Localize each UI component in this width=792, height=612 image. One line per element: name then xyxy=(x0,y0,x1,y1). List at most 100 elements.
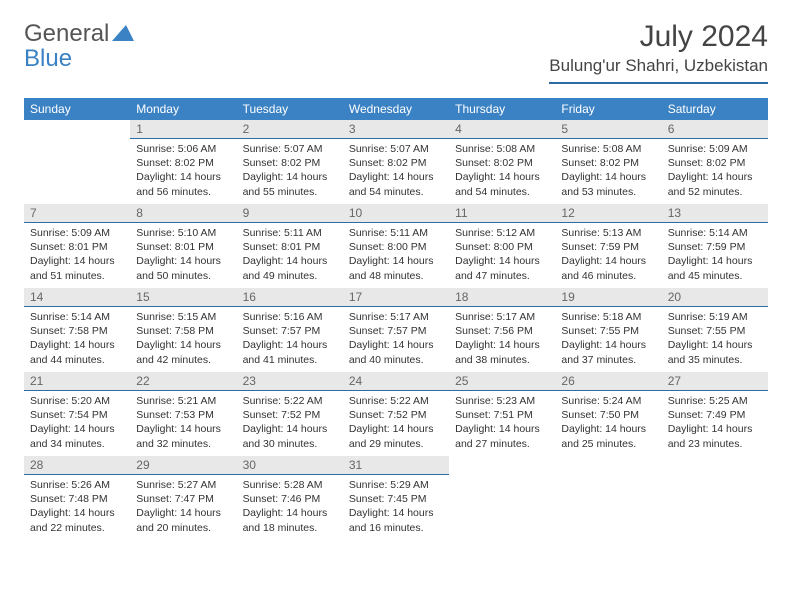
day-details: Sunrise: 5:17 AMSunset: 7:57 PMDaylight:… xyxy=(343,307,449,371)
logo-text-general: General xyxy=(24,20,109,48)
day-number: 13 xyxy=(662,204,768,223)
day-details: Sunrise: 5:11 AMSunset: 8:01 PMDaylight:… xyxy=(237,223,343,287)
day-details: Sunrise: 5:12 AMSunset: 8:00 PMDaylight:… xyxy=(449,223,555,287)
day-details: Sunrise: 5:22 AMSunset: 7:52 PMDaylight:… xyxy=(237,391,343,455)
calendar-day-cell xyxy=(449,456,555,540)
day-details: Sunrise: 5:23 AMSunset: 7:51 PMDaylight:… xyxy=(449,391,555,455)
day-number: 9 xyxy=(237,204,343,223)
calendar-week-row: 14Sunrise: 5:14 AMSunset: 7:58 PMDayligh… xyxy=(24,288,768,372)
day-details: Sunrise: 5:29 AMSunset: 7:45 PMDaylight:… xyxy=(343,475,449,539)
calendar-day-cell: 30Sunrise: 5:28 AMSunset: 7:46 PMDayligh… xyxy=(237,456,343,540)
day-details: Sunrise: 5:08 AMSunset: 8:02 PMDaylight:… xyxy=(555,139,661,203)
day-details: Sunrise: 5:21 AMSunset: 7:53 PMDaylight:… xyxy=(130,391,236,455)
logo: General xyxy=(24,20,134,48)
weekday-header: Wednesday xyxy=(343,98,449,120)
day-number: 25 xyxy=(449,372,555,391)
calendar-day-cell: 29Sunrise: 5:27 AMSunset: 7:47 PMDayligh… xyxy=(130,456,236,540)
weekday-header: Tuesday xyxy=(237,98,343,120)
day-number: 10 xyxy=(343,204,449,223)
day-number: 14 xyxy=(24,288,130,307)
day-details: Sunrise: 5:28 AMSunset: 7:46 PMDaylight:… xyxy=(237,475,343,539)
day-number: 23 xyxy=(237,372,343,391)
calendar-day-cell: 27Sunrise: 5:25 AMSunset: 7:49 PMDayligh… xyxy=(662,372,768,456)
logo-triangle-icon xyxy=(112,23,134,41)
day-details: Sunrise: 5:20 AMSunset: 7:54 PMDaylight:… xyxy=(24,391,130,455)
day-number: 1 xyxy=(130,120,236,139)
day-details: Sunrise: 5:07 AMSunset: 8:02 PMDaylight:… xyxy=(343,139,449,203)
calendar-day-cell: 24Sunrise: 5:22 AMSunset: 7:52 PMDayligh… xyxy=(343,372,449,456)
day-number: 15 xyxy=(130,288,236,307)
calendar-day-cell: 2Sunrise: 5:07 AMSunset: 8:02 PMDaylight… xyxy=(237,120,343,204)
calendar-day-cell xyxy=(555,456,661,540)
day-details: Sunrise: 5:09 AMSunset: 8:01 PMDaylight:… xyxy=(24,223,130,287)
day-number: 22 xyxy=(130,372,236,391)
calendar-day-cell: 12Sunrise: 5:13 AMSunset: 7:59 PMDayligh… xyxy=(555,204,661,288)
calendar-week-row: 21Sunrise: 5:20 AMSunset: 7:54 PMDayligh… xyxy=(24,372,768,456)
day-number: 24 xyxy=(343,372,449,391)
calendar-day-cell: 3Sunrise: 5:07 AMSunset: 8:02 PMDaylight… xyxy=(343,120,449,204)
day-details: Sunrise: 5:26 AMSunset: 7:48 PMDaylight:… xyxy=(24,475,130,539)
calendar-day-cell: 16Sunrise: 5:16 AMSunset: 7:57 PMDayligh… xyxy=(237,288,343,372)
calendar-day-cell: 7Sunrise: 5:09 AMSunset: 8:01 PMDaylight… xyxy=(24,204,130,288)
calendar-day-cell: 1Sunrise: 5:06 AMSunset: 8:02 PMDaylight… xyxy=(130,120,236,204)
weekday-header: Sunday xyxy=(24,98,130,120)
header-right: July 2024 Bulung'ur Shahri, Uzbekistan xyxy=(549,20,768,84)
calendar-day-cell: 11Sunrise: 5:12 AMSunset: 8:00 PMDayligh… xyxy=(449,204,555,288)
calendar-day-cell: 21Sunrise: 5:20 AMSunset: 7:54 PMDayligh… xyxy=(24,372,130,456)
weekday-header: Saturday xyxy=(662,98,768,120)
month-title: July 2024 xyxy=(549,20,768,54)
calendar-day-cell: 22Sunrise: 5:21 AMSunset: 7:53 PMDayligh… xyxy=(130,372,236,456)
calendar-day-cell: 15Sunrise: 5:15 AMSunset: 7:58 PMDayligh… xyxy=(130,288,236,372)
day-number: 21 xyxy=(24,372,130,391)
day-number: 2 xyxy=(237,120,343,139)
day-details: Sunrise: 5:15 AMSunset: 7:58 PMDaylight:… xyxy=(130,307,236,371)
day-details: Sunrise: 5:22 AMSunset: 7:52 PMDaylight:… xyxy=(343,391,449,455)
calendar-week-row: 28Sunrise: 5:26 AMSunset: 7:48 PMDayligh… xyxy=(24,456,768,540)
calendar-day-cell: 5Sunrise: 5:08 AMSunset: 8:02 PMDaylight… xyxy=(555,120,661,204)
day-number: 12 xyxy=(555,204,661,223)
weekday-header: Thursday xyxy=(449,98,555,120)
calendar-day-cell: 23Sunrise: 5:22 AMSunset: 7:52 PMDayligh… xyxy=(237,372,343,456)
day-number: 8 xyxy=(130,204,236,223)
calendar-day-cell: 8Sunrise: 5:10 AMSunset: 8:01 PMDaylight… xyxy=(130,204,236,288)
day-details: Sunrise: 5:14 AMSunset: 7:59 PMDaylight:… xyxy=(662,223,768,287)
day-details: Sunrise: 5:11 AMSunset: 8:00 PMDaylight:… xyxy=(343,223,449,287)
day-number: 4 xyxy=(449,120,555,139)
day-number: 20 xyxy=(662,288,768,307)
day-details: Sunrise: 5:19 AMSunset: 7:55 PMDaylight:… xyxy=(662,307,768,371)
weekday-header-row: Sunday Monday Tuesday Wednesday Thursday… xyxy=(24,98,768,120)
calendar-week-row: 1Sunrise: 5:06 AMSunset: 8:02 PMDaylight… xyxy=(24,120,768,204)
calendar-day-cell: 9Sunrise: 5:11 AMSunset: 8:01 PMDaylight… xyxy=(237,204,343,288)
calendar-day-cell: 6Sunrise: 5:09 AMSunset: 8:02 PMDaylight… xyxy=(662,120,768,204)
day-details: Sunrise: 5:16 AMSunset: 7:57 PMDaylight:… xyxy=(237,307,343,371)
day-details: Sunrise: 5:14 AMSunset: 7:58 PMDaylight:… xyxy=(24,307,130,371)
calendar-day-cell: 26Sunrise: 5:24 AMSunset: 7:50 PMDayligh… xyxy=(555,372,661,456)
day-details: Sunrise: 5:10 AMSunset: 8:01 PMDaylight:… xyxy=(130,223,236,287)
calendar-day-cell: 25Sunrise: 5:23 AMSunset: 7:51 PMDayligh… xyxy=(449,372,555,456)
day-number: 11 xyxy=(449,204,555,223)
day-number: 6 xyxy=(662,120,768,139)
calendar-day-cell xyxy=(662,456,768,540)
calendar-day-cell: 10Sunrise: 5:11 AMSunset: 8:00 PMDayligh… xyxy=(343,204,449,288)
calendar-week-row: 7Sunrise: 5:09 AMSunset: 8:01 PMDaylight… xyxy=(24,204,768,288)
calendar-day-cell: 18Sunrise: 5:17 AMSunset: 7:56 PMDayligh… xyxy=(449,288,555,372)
day-details: Sunrise: 5:06 AMSunset: 8:02 PMDaylight:… xyxy=(130,139,236,203)
day-number: 19 xyxy=(555,288,661,307)
day-details: Sunrise: 5:24 AMSunset: 7:50 PMDaylight:… xyxy=(555,391,661,455)
day-number: 16 xyxy=(237,288,343,307)
calendar-day-cell: 28Sunrise: 5:26 AMSunset: 7:48 PMDayligh… xyxy=(24,456,130,540)
day-number: 5 xyxy=(555,120,661,139)
page-header: General July 2024 Bulung'ur Shahri, Uzbe… xyxy=(24,20,768,84)
day-details: Sunrise: 5:09 AMSunset: 8:02 PMDaylight:… xyxy=(662,139,768,203)
calendar-day-cell: 13Sunrise: 5:14 AMSunset: 7:59 PMDayligh… xyxy=(662,204,768,288)
calendar-table: Sunday Monday Tuesday Wednesday Thursday… xyxy=(24,98,768,540)
calendar-day-cell xyxy=(24,120,130,204)
day-details: Sunrise: 5:13 AMSunset: 7:59 PMDaylight:… xyxy=(555,223,661,287)
calendar-day-cell: 31Sunrise: 5:29 AMSunset: 7:45 PMDayligh… xyxy=(343,456,449,540)
day-number: 3 xyxy=(343,120,449,139)
day-details: Sunrise: 5:25 AMSunset: 7:49 PMDaylight:… xyxy=(662,391,768,455)
day-number: 27 xyxy=(662,372,768,391)
calendar-day-cell: 17Sunrise: 5:17 AMSunset: 7:57 PMDayligh… xyxy=(343,288,449,372)
day-details: Sunrise: 5:07 AMSunset: 8:02 PMDaylight:… xyxy=(237,139,343,203)
calendar-day-cell: 14Sunrise: 5:14 AMSunset: 7:58 PMDayligh… xyxy=(24,288,130,372)
